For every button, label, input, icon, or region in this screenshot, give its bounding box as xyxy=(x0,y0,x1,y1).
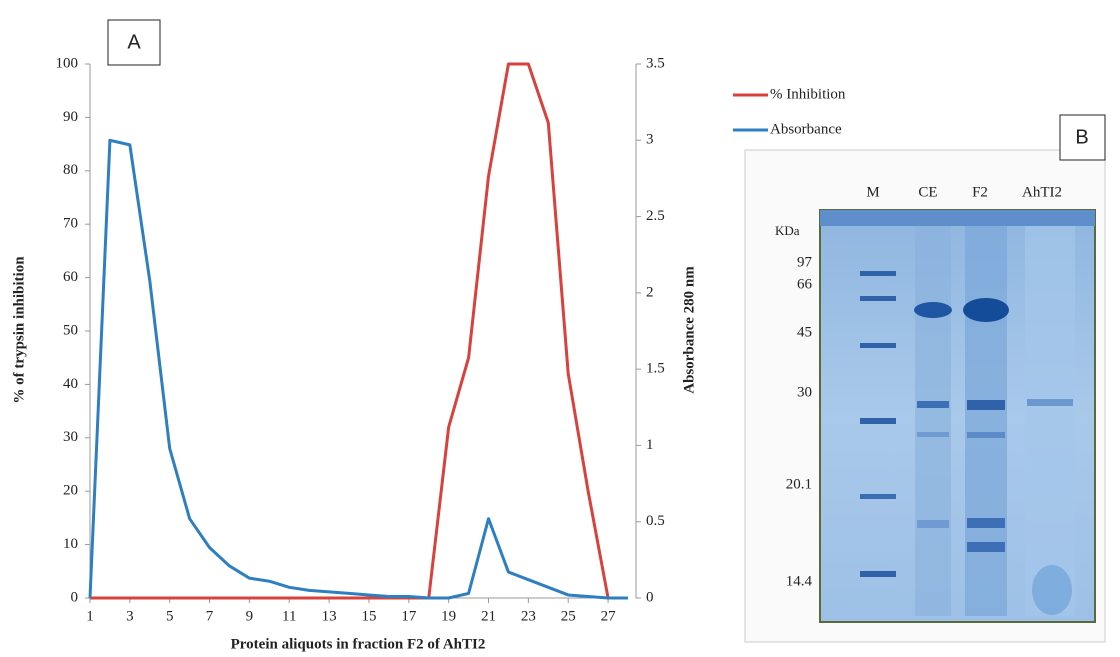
x-tick-label: 25 xyxy=(561,608,576,624)
panel-box xyxy=(1059,114,1106,161)
band xyxy=(860,494,896,499)
band xyxy=(860,343,896,348)
x-tick-label: 11 xyxy=(282,608,296,624)
y-tick-label: 20 xyxy=(63,483,78,499)
band xyxy=(917,401,949,408)
y-tick-label: 70 xyxy=(63,216,78,232)
band xyxy=(914,302,952,318)
x-tick-label: 23 xyxy=(521,608,536,624)
marker-label: 30 xyxy=(797,384,812,400)
lane-label: AhTI2 xyxy=(1022,184,1062,200)
legend-label: % Inhibition xyxy=(770,86,846,102)
x-tick-label: 17 xyxy=(401,608,417,624)
marker-label: 97 xyxy=(797,254,813,270)
x-axis-label: Protein aliquots in fraction F2 of AhTI2 xyxy=(231,636,486,652)
band xyxy=(967,518,1005,528)
lane xyxy=(1025,226,1075,616)
y-axis-label: % of trypsin inhibition xyxy=(11,256,27,404)
panel-box xyxy=(107,19,161,66)
band xyxy=(967,400,1005,410)
x-tick-label: 15 xyxy=(361,608,376,624)
x-tick-label: 27 xyxy=(601,608,617,624)
lane xyxy=(965,226,1007,616)
y-tick-label: 40 xyxy=(63,376,78,392)
lane-label: CE xyxy=(918,184,937,200)
y2-tick-label: 3.5 xyxy=(646,55,665,71)
y2-axis-label: Absorbance 280 nm xyxy=(681,266,697,394)
legend-label: Absorbance xyxy=(770,121,842,137)
band xyxy=(917,432,949,437)
band xyxy=(860,271,896,276)
band xyxy=(860,418,896,424)
x-tick-label: 19 xyxy=(441,608,456,624)
band xyxy=(917,520,949,528)
y2-tick-label: 3 xyxy=(646,132,654,148)
marker-label: 20.1 xyxy=(786,476,812,492)
band xyxy=(860,296,896,301)
panel-label: B xyxy=(1075,126,1088,148)
y2-tick-label: 2 xyxy=(646,284,654,300)
y2-tick-label: 1 xyxy=(646,437,654,453)
gel-well xyxy=(820,210,1095,226)
series-line xyxy=(90,62,610,600)
marker-label: 14.4 xyxy=(786,573,813,589)
y2-tick-label: 0 xyxy=(646,589,654,605)
marker-label: 66 xyxy=(797,276,813,292)
x-tick-label: 1 xyxy=(86,608,94,624)
y-tick-label: 0 xyxy=(71,589,79,605)
smear xyxy=(1032,565,1072,615)
lane xyxy=(915,226,951,616)
band xyxy=(967,542,1005,552)
band xyxy=(967,432,1005,438)
y-tick-label: 10 xyxy=(63,536,78,552)
y-tick-label: 50 xyxy=(63,322,78,338)
lane-label: M xyxy=(866,184,879,200)
unit-label: KDa xyxy=(775,223,800,238)
y2-tick-label: 0.5 xyxy=(646,513,665,529)
x-tick-label: 3 xyxy=(126,608,134,624)
y-tick-label: 60 xyxy=(63,269,78,285)
y2-tick-label: 1.5 xyxy=(646,361,665,377)
panel-label: A xyxy=(127,31,141,53)
x-tick-label: 21 xyxy=(481,608,496,624)
y-tick-label: 30 xyxy=(63,429,78,445)
marker-label: 45 xyxy=(797,324,812,340)
x-tick-label: 9 xyxy=(246,608,254,624)
lane-label: F2 xyxy=(972,184,988,200)
y-tick-label: 100 xyxy=(56,55,79,71)
x-tick-label: 13 xyxy=(322,608,337,624)
x-tick-label: 5 xyxy=(166,608,174,624)
band xyxy=(963,298,1009,322)
gel-bands xyxy=(820,210,1095,616)
band xyxy=(860,571,896,577)
band xyxy=(1027,399,1073,406)
y2-tick-label: 2.5 xyxy=(646,208,665,224)
series-line xyxy=(88,138,628,600)
x-tick-label: 7 xyxy=(206,608,214,624)
y-tick-label: 90 xyxy=(63,109,78,125)
y-tick-label: 80 xyxy=(63,162,78,178)
